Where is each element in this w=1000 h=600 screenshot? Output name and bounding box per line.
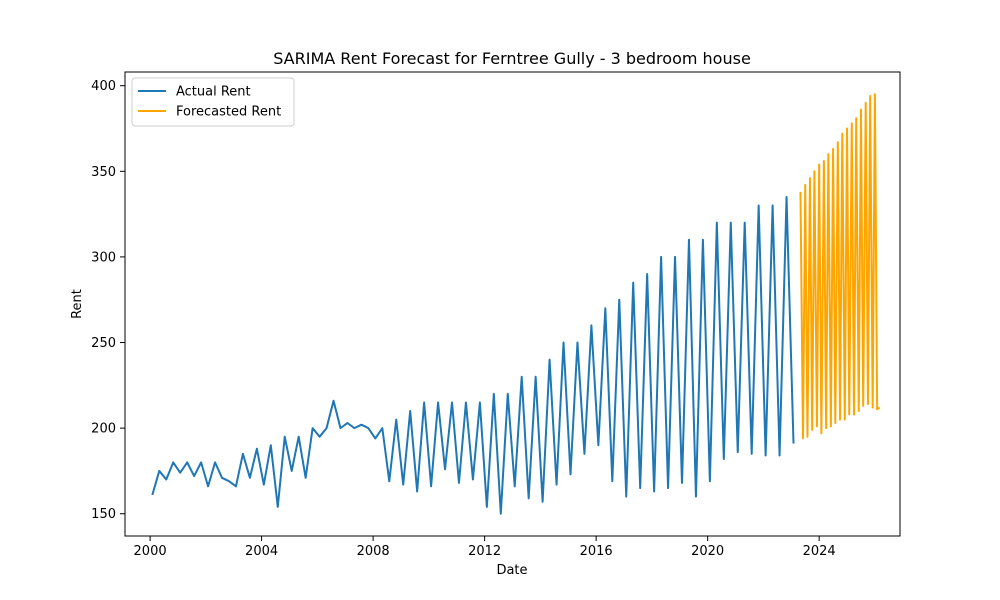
series-line-0: [151, 195, 795, 515]
legend-box: [131, 77, 295, 127]
plot-area: 2000 2004 2008 2012 2016 2020 2024 150 200 250 300…: [91, 71, 901, 559]
x-tick-label: 2000: [134, 544, 167, 559]
y-tick-label: 200: [91, 422, 116, 437]
y-tick-label: 400: [91, 79, 116, 94]
y-tick-label: 300: [91, 250, 116, 265]
legend: Actual Rent Forecasted Rent: [131, 77, 295, 127]
y-axis-label: Rent: [70, 289, 85, 319]
y-tick-label: 150: [91, 507, 116, 522]
x-tick-label: 2004: [245, 544, 278, 559]
x-tick-label: 2020: [691, 544, 724, 559]
y-tick-label: 250: [91, 336, 116, 351]
legend-label-1: Forecasted Rent: [176, 105, 281, 120]
axes-frame: [124, 71, 901, 537]
chart-title: SARIMA Rent Forecast for Ferntree Gully …: [273, 49, 751, 68]
y-tick-label: 350: [91, 165, 116, 180]
x-tick-label: 2016: [580, 544, 613, 559]
legend-label-0: Actual Rent: [176, 85, 251, 100]
x-axis-label: Date: [496, 563, 527, 578]
x-tick-label: 2024: [803, 544, 836, 559]
x-tick-label: 2008: [357, 544, 390, 559]
series-line-1: [799, 93, 881, 440]
x-tick-label: 2012: [468, 544, 501, 559]
